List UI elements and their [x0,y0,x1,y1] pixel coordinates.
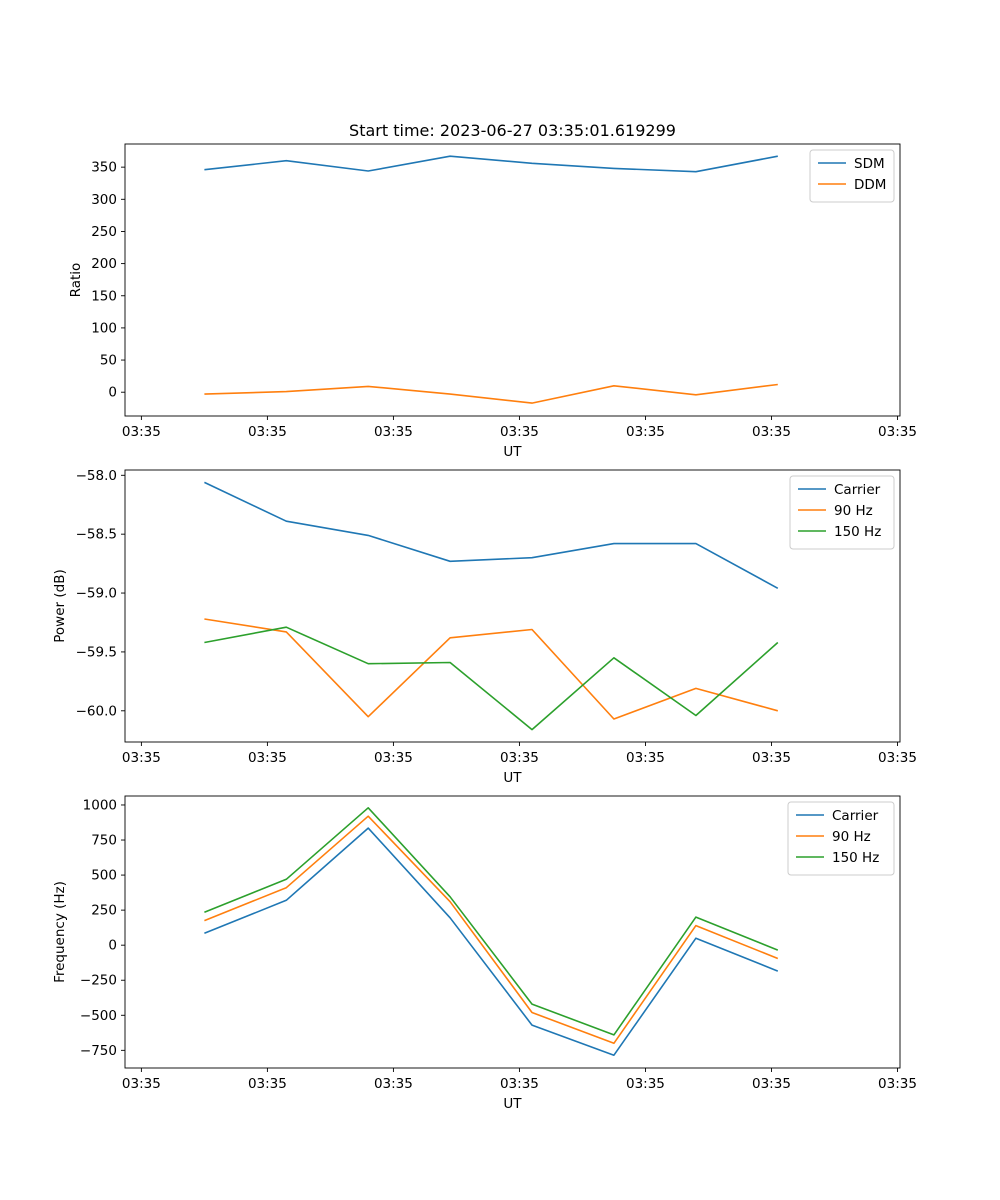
ratio-legend-entry: SDM [854,156,885,172]
frequency-ylabel: Frequency (Hz) [52,881,68,983]
ratio-xlabel: UT [503,444,522,460]
frequency-xtick-label: 03:35 [752,1076,791,1092]
power-xtick-label: 03:35 [374,750,413,766]
power-legend: Carrier 90 Hz 150 Hz [789,475,895,550]
power-ytick-label: −59.5 [76,644,117,660]
frequency-ytick-label: 1000 [83,797,117,813]
power-xtick-label: 03:35 [122,750,161,766]
power-xtick-label: 03:35 [626,750,665,766]
ratio-xtick-label: 03:35 [878,424,917,440]
ratio-series-ddm-line [204,383,778,404]
frequency-series-carrier-line [204,827,779,1056]
frequency-ytick-label: −250 [80,973,117,989]
frequency-ytick-label: 750 [91,833,117,849]
frequency-series-150-hz-line [204,806,779,1036]
power-xlabel: UT [503,770,522,786]
ratio-ytick-label: 200 [91,256,117,272]
ratio-legend-entry: DDM [854,177,886,193]
frequency-xtick-label: 03:35 [626,1076,665,1092]
frequency-series-90-hz-line [204,815,779,1045]
frequency-ytick-label: −750 [80,1043,117,1059]
power-ytick-label: −58.0 [76,468,117,484]
power-series-90-hz-line [204,618,779,720]
power-series-150-hz-line [204,626,779,731]
ratio-ytick-label: 0 [108,385,117,401]
power-legend-entry: 150 Hz [834,524,881,540]
ratio-ytick-label: 250 [91,224,117,240]
ratio-xtick-label: 03:35 [500,424,539,440]
ratio-xtick-label: 03:35 [122,424,161,440]
frequency-xtick-label: 03:35 [374,1076,413,1092]
figure-title: Start time: 2023-06-27 03:35:01.619299 [349,121,676,140]
ratio-ytick-label: 150 [91,288,117,304]
frequency-legend-entry: 150 Hz [832,850,879,866]
frequency-ytick-label: −500 [80,1008,117,1024]
frequency-xtick-label: 03:35 [122,1076,161,1092]
ratio-ytick-label: 100 [91,320,117,336]
frequency-legend-entry: 90 Hz [832,829,871,845]
power-panel: −58.0 −58.5 −59.0 −59.5 −60.0 03:35 03:35 03:35… [52,468,917,786]
ratio-panel: 0 50 100 150 200 250 300 350 03:35 03:35 03:35 03:3… [68,143,917,460]
ratio-xtick-label: 03:35 [626,424,665,440]
power-ytick-label: −58.5 [76,527,117,543]
frequency-ytick-label: 250 [91,903,117,919]
frequency-legend: Carrier 90 Hz 150 Hz [787,801,895,876]
power-ytick-label: −59.0 [76,586,117,602]
power-legend-entry: 90 Hz [834,503,873,519]
power-ylabel: Power (dB) [52,569,68,642]
power-series-carrier-line [204,481,779,590]
ratio-xtick-label: 03:35 [248,424,287,440]
ratio-ytick-label: 300 [91,192,117,208]
frequency-xtick-label: 03:35 [878,1076,917,1092]
ratio-xtick-label: 03:35 [752,424,791,440]
frequency-xtick-label: 03:35 [248,1076,287,1092]
power-xtick-label: 03:35 [248,750,287,766]
frequency-ytick-label: 500 [91,868,117,884]
ratio-series-sdm-line [204,155,778,173]
power-xtick-label: 03:35 [752,750,791,766]
ratio-xtick-label: 03:35 [374,424,413,440]
ratio-axes-frame [124,143,901,417]
frequency-xlabel: UT [503,1096,522,1112]
power-axes-frame [124,469,901,743]
frequency-legend-entry: Carrier [832,808,879,824]
power-xtick-label: 03:35 [500,750,539,766]
frequency-ytick-label: 0 [108,938,117,954]
frequency-xtick-label: 03:35 [500,1076,539,1092]
ratio-ytick-label: 350 [91,160,117,176]
ratio-ytick-label: 50 [100,353,117,369]
frequency-panel: 1000 750 500 250 0 −250 −500 −750 03:35 03:35 03:3… [52,795,917,1112]
power-xtick-label: 03:35 [878,750,917,766]
power-ytick-label: −60.0 [76,703,117,719]
ratio-ylabel: Ratio [68,263,84,298]
power-legend-entry: Carrier [834,482,881,498]
ratio-legend: SDM DDM [809,149,895,203]
frequency-axes-frame [124,795,901,1069]
